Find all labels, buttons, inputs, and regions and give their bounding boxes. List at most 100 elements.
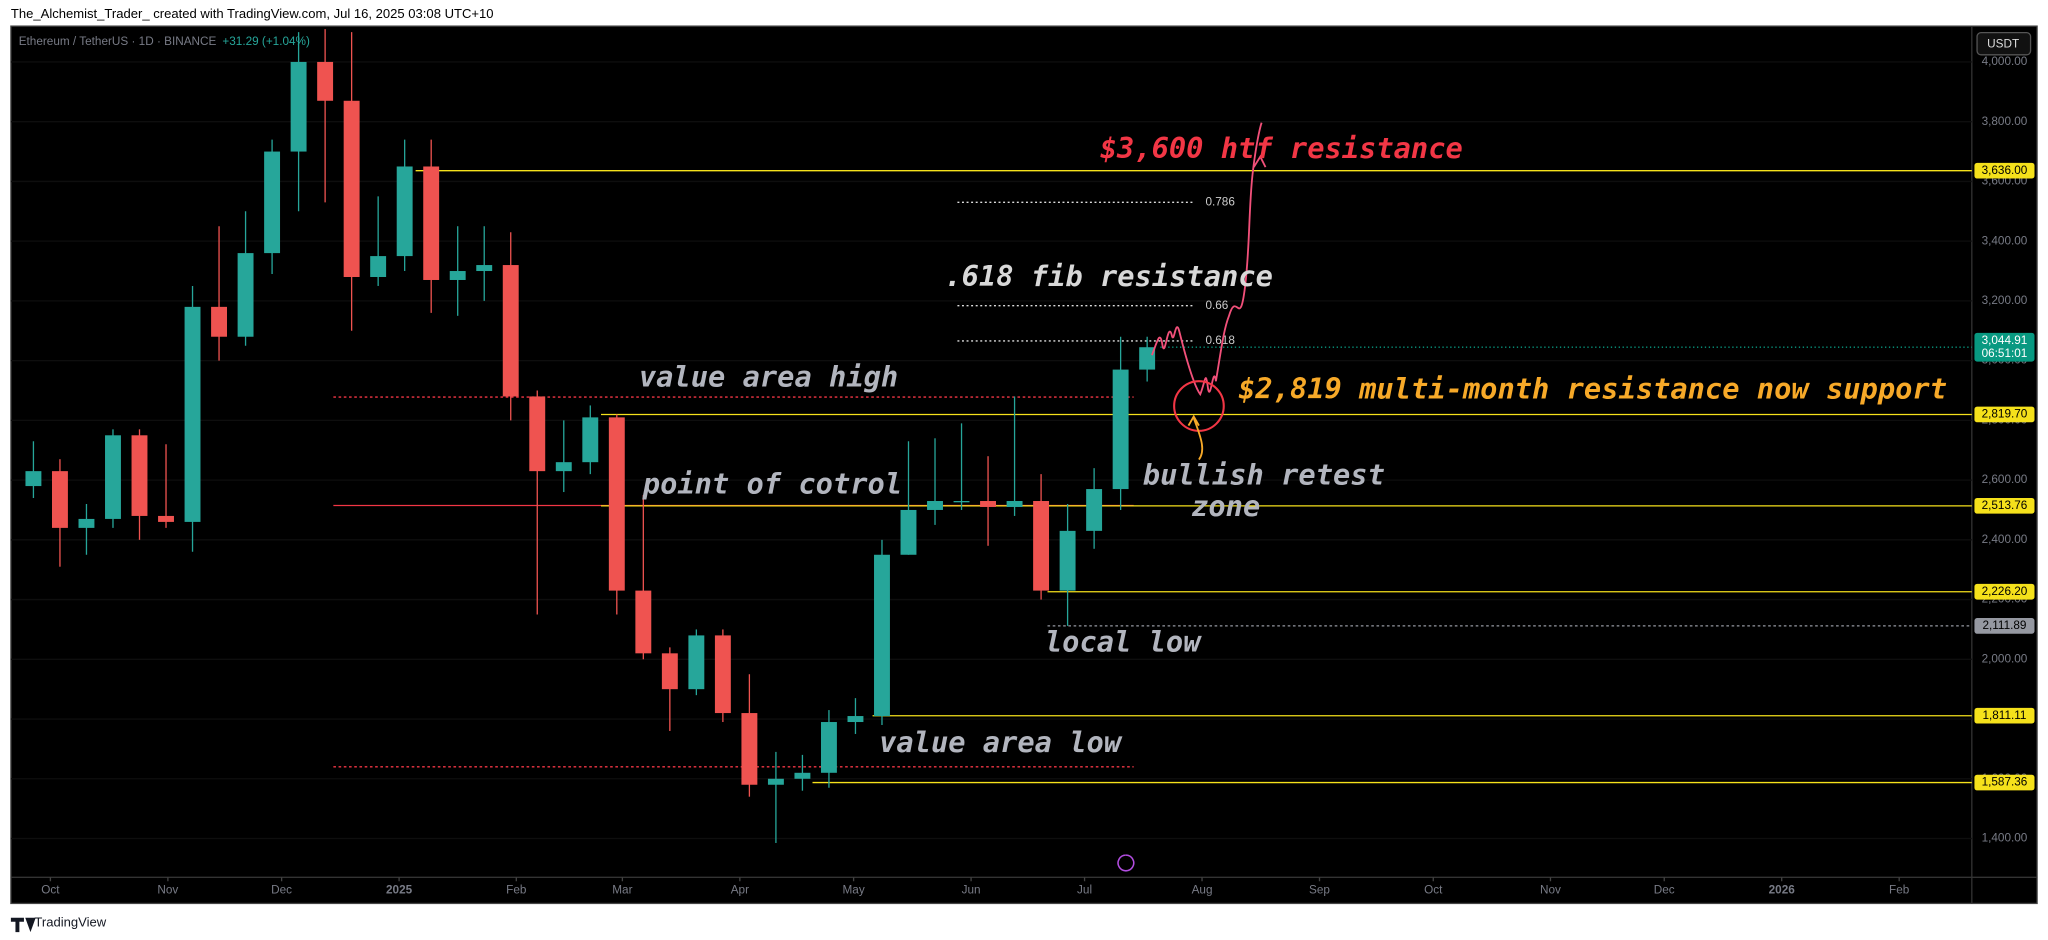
candle-body bbox=[714, 635, 731, 714]
level-label-box bbox=[1974, 774, 2035, 791]
candle-body bbox=[582, 417, 599, 463]
candle-body bbox=[794, 772, 811, 779]
candle-body bbox=[608, 417, 625, 591]
candle-body bbox=[820, 722, 837, 773]
level-label-box bbox=[1974, 498, 2035, 514]
y-tick-label: 3,800.00 bbox=[1982, 115, 2028, 128]
level-label-box bbox=[1974, 406, 2035, 423]
annotation: .618 fib resistance bbox=[944, 259, 1273, 293]
x-tick-label: Oct bbox=[1424, 883, 1443, 896]
candle-body bbox=[555, 462, 572, 472]
currency-label: USDT bbox=[1987, 37, 2019, 50]
x-tick-label: 2025 bbox=[386, 883, 413, 896]
fib-label: 0.618 bbox=[1205, 334, 1235, 347]
candle-body bbox=[847, 716, 864, 723]
symbol-title: Ethereum / TetherUS · 1D · BINANCE bbox=[19, 35, 217, 48]
x-tick-label: Dec bbox=[271, 883, 292, 896]
alert-icon bbox=[1117, 854, 1135, 872]
x-tick-label: Jun bbox=[962, 883, 981, 896]
candle-body bbox=[1033, 501, 1050, 591]
candle-body bbox=[1006, 501, 1023, 507]
fib-label: 0.786 bbox=[1205, 195, 1235, 208]
candle-body bbox=[1139, 347, 1156, 370]
candle-body bbox=[661, 653, 678, 690]
footer-brand: TradingView bbox=[34, 914, 106, 929]
currency-button[interactable] bbox=[1976, 31, 2032, 56]
level-label: 2,819.70 bbox=[1982, 408, 2028, 421]
level-label: 1,587.36 bbox=[1982, 776, 2028, 789]
x-tick-label: Feb bbox=[506, 883, 527, 896]
level-label: 3,636.00 bbox=[1982, 164, 2028, 177]
candle-body bbox=[343, 100, 360, 277]
x-tick-label: Apr bbox=[731, 883, 749, 896]
annotation: $2,819 multi-month resistance now suppor… bbox=[1238, 371, 1947, 405]
candle-body bbox=[290, 61, 307, 152]
candle-body bbox=[51, 471, 68, 528]
candle-body bbox=[396, 166, 413, 257]
level-label: 2,513.76 bbox=[1982, 499, 2028, 512]
x-tick-label: 2026 bbox=[1769, 883, 1796, 896]
fib-label: 0.66 bbox=[1205, 299, 1228, 312]
last-price-box bbox=[1974, 332, 2035, 362]
candle-body bbox=[184, 306, 201, 522]
candle-body bbox=[25, 471, 42, 487]
x-tick-label: Dec bbox=[1654, 883, 1675, 896]
candle-body bbox=[529, 396, 546, 472]
last-price-label: 3,044.91 bbox=[1982, 334, 2028, 347]
projection-arrow bbox=[1253, 154, 1267, 168]
y-tick-label: 3,400.00 bbox=[1982, 234, 2028, 247]
candle-body bbox=[78, 518, 95, 528]
level-label-box bbox=[1974, 707, 2035, 724]
level-label-box bbox=[1974, 583, 2035, 600]
candle-body bbox=[449, 271, 466, 280]
byline: The_Alchemist_Trader_ created with Tradi… bbox=[11, 6, 494, 21]
candle-body bbox=[476, 265, 493, 272]
annotation: value area low bbox=[879, 725, 1123, 759]
candle-body bbox=[874, 554, 890, 717]
annotation: $3,600 htf resistance bbox=[1100, 131, 1463, 165]
x-tick-label: Feb bbox=[1889, 883, 1910, 896]
level-label: 2,226.20 bbox=[1982, 585, 2028, 598]
y-tick-label: 2,400.00 bbox=[1982, 533, 2028, 546]
x-tick-label: Oct bbox=[41, 883, 60, 896]
annotation: local low bbox=[1045, 625, 1202, 659]
y-tick-label: 1,400.00 bbox=[1982, 832, 2028, 845]
candle-body bbox=[741, 713, 758, 785]
candle-body bbox=[635, 590, 652, 654]
drawings bbox=[1117, 122, 1267, 872]
candle-body bbox=[502, 265, 519, 397]
y-tick-label: 2,000.00 bbox=[1982, 652, 2028, 665]
annotation: bullish retest bbox=[1143, 458, 1385, 492]
y-tick-label: 3,200.00 bbox=[1982, 294, 2028, 307]
tradingview-logo bbox=[10, 917, 36, 933]
annotation: value area high bbox=[639, 360, 898, 394]
candle-body bbox=[688, 635, 705, 690]
y-tick-label: 4,000.00 bbox=[1982, 55, 2028, 68]
x-tick-label: Aug bbox=[1192, 883, 1213, 896]
countdown-label: 06:51:01 bbox=[1982, 347, 2028, 360]
candle-body bbox=[927, 501, 943, 510]
annotation: zone bbox=[1191, 489, 1260, 523]
candle-body bbox=[211, 306, 228, 337]
candle-body bbox=[1112, 369, 1129, 490]
candle-body bbox=[900, 509, 917, 555]
level-label: 2,111.89 bbox=[1982, 619, 2026, 632]
candle-body bbox=[105, 435, 121, 519]
x-tick-label: Sep bbox=[1309, 883, 1330, 896]
candle-body bbox=[264, 151, 281, 254]
level-label-box bbox=[1974, 618, 2035, 634]
candle-body bbox=[131, 435, 148, 516]
annotation: point of cotrol bbox=[642, 467, 902, 501]
retest-arrow bbox=[1187, 414, 1204, 461]
candle-body bbox=[953, 501, 970, 503]
candle-body bbox=[237, 253, 254, 337]
candle-body bbox=[767, 778, 784, 785]
x-tick-label: May bbox=[843, 883, 865, 896]
symbol-change: +31.29 (+1.04%) bbox=[222, 35, 310, 48]
candle-body bbox=[1086, 489, 1103, 531]
x-tick-label: Nov bbox=[157, 883, 178, 896]
level-label-box bbox=[1974, 162, 2035, 179]
candle-body bbox=[980, 501, 997, 507]
